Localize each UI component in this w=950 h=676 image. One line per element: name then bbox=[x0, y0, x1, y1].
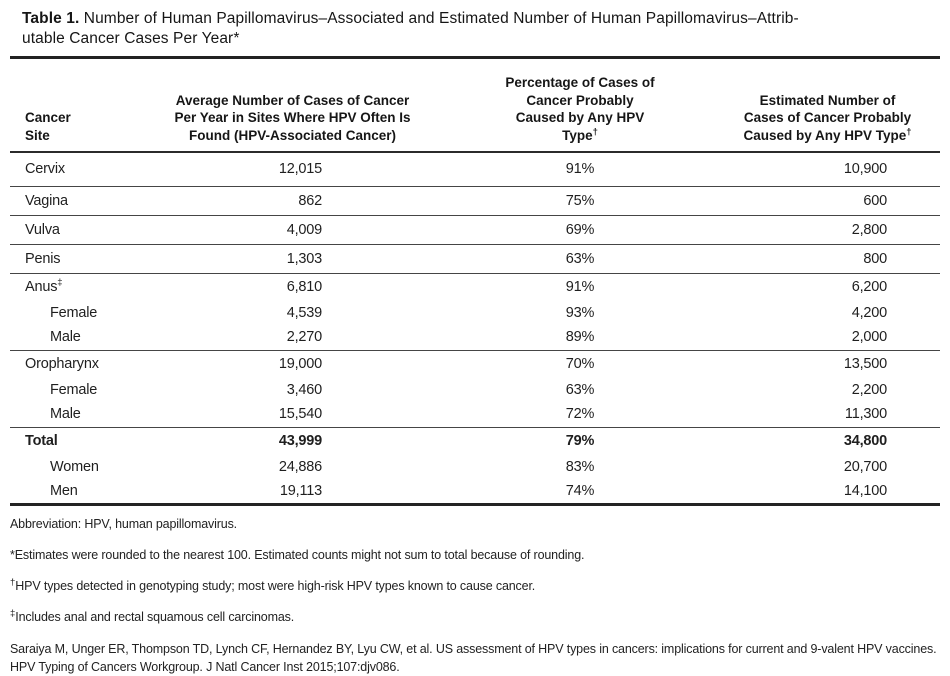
table-row-oropharynx: Oropharynx 19,000 70% 13,500 bbox=[25, 355, 887, 372]
table-row-oropharynx-male: Male 15,540 72% 11,300 bbox=[10, 402, 940, 428]
header-percentage: Percentage of Cases of Cancer Probably C… bbox=[445, 59, 715, 153]
dagger-symbol: † bbox=[10, 576, 16, 588]
double-dagger-symbol: ‡ bbox=[57, 276, 63, 288]
double-dagger-symbol: ‡ bbox=[10, 607, 16, 619]
caption-line-1: Number of Human Papillomavirus–Associate… bbox=[83, 10, 799, 27]
footnote-double-dagger: ‡Includes anal and rectal squamous cell … bbox=[10, 607, 295, 624]
table-row-vagina: Vagina 862 75% 600 bbox=[10, 186, 940, 216]
caption-rule bbox=[10, 56, 940, 59]
header-estimated-number: Estimated Number of Cases of Cancer Prob… bbox=[715, 59, 940, 153]
header-row: Cancer Site Average Number of Cases of C… bbox=[10, 59, 940, 153]
table-row-anus: Anus‡ 6,810 91% 6,200 bbox=[25, 276, 887, 295]
hpv-cancer-table: Cancer Site Average Number of Cases of C… bbox=[10, 59, 940, 506]
table-row-oropharynx-female: Female 3,460 63% 2,200 bbox=[50, 381, 887, 398]
dagger-symbol: † bbox=[906, 126, 912, 137]
footnotes: Abbreviation: HPV, human papillomavirus.… bbox=[10, 516, 940, 676]
header-hpv-associated: Average Number of Cases of Cancer Per Ye… bbox=[140, 59, 445, 153]
table-caption: Table 1. Number of Human Papillomavirus–… bbox=[22, 9, 938, 49]
caption-line-2: utable Cancer Cases Per Year* bbox=[22, 30, 240, 47]
dagger-symbol: † bbox=[592, 126, 598, 137]
footnote-dagger: †HPV types detected in genotyping study;… bbox=[10, 576, 536, 593]
table-row-anus-female: Female 4,539 93% 4,200 bbox=[50, 304, 887, 321]
footnote-asterisk: *Estimates were rounded to the nearest 1… bbox=[10, 547, 585, 562]
table-row-total: Total 43,999 79% 34,800 bbox=[25, 432, 887, 449]
table-row-total-women: Women 24,886 83% 20,700 bbox=[50, 458, 887, 475]
table-row-vulva: Vulva 4,009 69% 2,800 bbox=[10, 215, 940, 245]
header-cancer-site: Cancer Site bbox=[10, 59, 140, 153]
table-number-label: Table 1. bbox=[22, 10, 80, 27]
footnote-abbreviation: Abbreviation: HPV, human papillomavirus. bbox=[10, 516, 237, 531]
table-row-anus-male: Male 2,270 89% 2,000 bbox=[10, 325, 940, 351]
table-row-penis: Penis 1,303 63% 800 bbox=[10, 244, 940, 274]
table-row-cervix: Cervix 12,015 91% 10,900 bbox=[10, 152, 940, 187]
asterisk-symbol: * bbox=[10, 547, 15, 562]
citation: Saraiya M, Unger ER, Thompson TD, Lynch … bbox=[10, 641, 937, 674]
table-row-total-men: Men 19,113 74% 14,100 bbox=[10, 479, 940, 506]
